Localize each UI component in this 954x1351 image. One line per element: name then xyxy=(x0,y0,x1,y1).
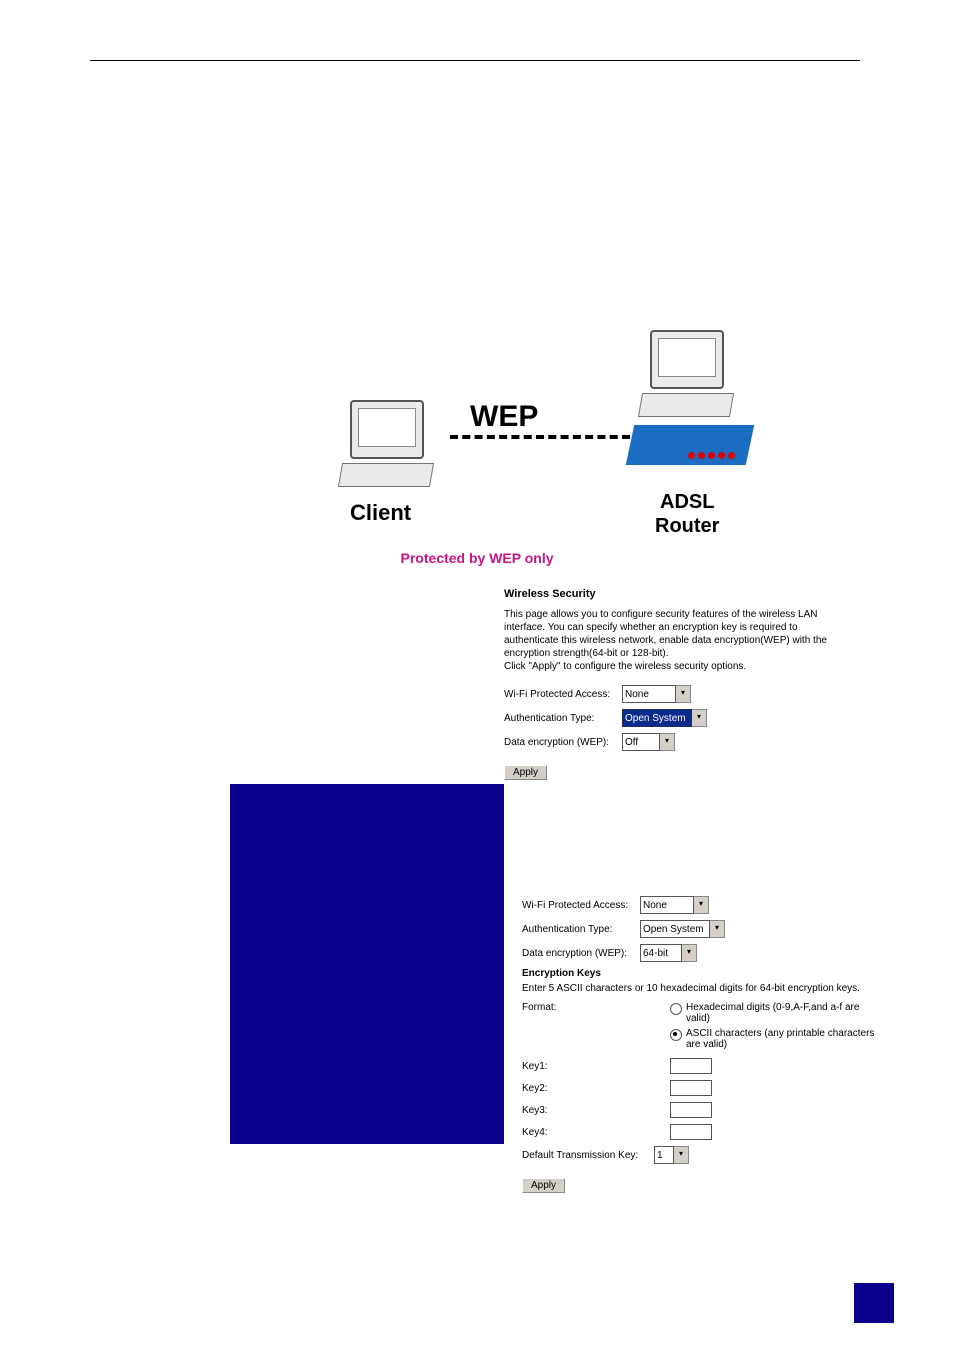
dropdown-arrow-icon[interactable]: ▾ xyxy=(692,709,707,727)
format-ascii-label: ASCII characters (any printable characte… xyxy=(686,1028,882,1050)
auth-label: Authentication Type: xyxy=(504,713,622,724)
key4-input[interactable] xyxy=(670,1124,712,1140)
encryption-keys-hint: Enter 5 ASCII characters or 10 hexadecim… xyxy=(522,983,882,994)
key2-row: Key2: xyxy=(522,1080,882,1096)
key1-row: Key1: xyxy=(522,1058,882,1074)
apply-button[interactable]: Apply xyxy=(504,765,547,780)
radio-icon[interactable] xyxy=(670,1029,682,1041)
wep-row-2: Data encryption (WEP): 64-bit▾ xyxy=(522,944,882,962)
wireless-security-panel-1: Wireless Security This page allows you t… xyxy=(504,588,850,780)
panel1-title: Wireless Security xyxy=(504,588,850,600)
auth-select[interactable]: Open System xyxy=(622,709,692,727)
wpa-row: Wi-Fi Protected Access: None▾ xyxy=(504,685,850,703)
router-label-line2: Router xyxy=(655,515,719,537)
auth-select-2[interactable]: Open System xyxy=(640,920,710,938)
wpa-select[interactable]: None xyxy=(622,685,676,703)
wpa-label: Wi-Fi Protected Access: xyxy=(504,689,622,700)
wep-label-2: Data encryption (WEP): xyxy=(522,948,640,959)
key3-label: Key3: xyxy=(522,1105,670,1116)
key1-label: Key1: xyxy=(522,1061,670,1072)
wep-select[interactable]: Off xyxy=(622,733,660,751)
auth-row: Authentication Type: Open System▾ xyxy=(504,709,850,727)
key1-input[interactable] xyxy=(670,1058,712,1074)
default-key-label: Default Transmission Key: xyxy=(522,1150,654,1161)
connection-line xyxy=(450,435,630,439)
encryption-keys-title: Encryption Keys xyxy=(522,968,882,979)
dropdown-arrow-icon[interactable]: ▾ xyxy=(674,1146,689,1164)
router-box-icon xyxy=(626,425,755,465)
blue-sidebar xyxy=(230,784,504,1144)
dropdown-arrow-icon[interactable]: ▾ xyxy=(676,685,691,703)
format-hex-label: Hexadecimal digits (0-9,A-F,and a-f are … xyxy=(686,1002,882,1024)
page-number-box xyxy=(854,1283,894,1323)
key2-input[interactable] xyxy=(670,1080,712,1096)
page: WEP Client ADSL Router Protected by WEP … xyxy=(0,0,954,1351)
default-key-row: Default Transmission Key: 1▾ xyxy=(522,1146,882,1164)
wep-label: WEP xyxy=(470,400,538,434)
dropdown-arrow-icon[interactable]: ▾ xyxy=(660,733,675,751)
wep-row: Data encryption (WEP): Off▾ xyxy=(504,733,850,751)
wpa-select-2[interactable]: None xyxy=(640,896,694,914)
key4-row: Key4: xyxy=(522,1124,882,1140)
key3-input[interactable] xyxy=(670,1102,712,1118)
wpa-label-2: Wi-Fi Protected Access: xyxy=(522,900,640,911)
wep-select-2[interactable]: 64-bit xyxy=(640,944,682,962)
client-computer-icon xyxy=(350,400,432,487)
dropdown-arrow-icon[interactable]: ▾ xyxy=(694,896,709,914)
auth-row-2: Authentication Type: Open System▾ xyxy=(522,920,882,938)
wireless-security-panel-2: Wi-Fi Protected Access: None▾ Authentica… xyxy=(522,896,882,1193)
apply-button-2[interactable]: Apply xyxy=(522,1178,565,1193)
diagram-caption: Protected by WEP only xyxy=(0,550,954,566)
router-computer-icon xyxy=(650,330,732,417)
wep-label: Data encryption (WEP): xyxy=(504,737,622,748)
default-key-select[interactable]: 1 xyxy=(654,1146,674,1164)
radio-icon[interactable] xyxy=(670,1003,682,1015)
wpa-row-2: Wi-Fi Protected Access: None▾ xyxy=(522,896,882,914)
router-label: ADSL Router xyxy=(655,490,719,538)
format-hex-option[interactable]: Hexadecimal digits (0-9,A-F,and a-f are … xyxy=(670,1002,882,1024)
dropdown-arrow-icon[interactable]: ▾ xyxy=(710,920,725,938)
key2-label: Key2: xyxy=(522,1083,670,1094)
auth-label-2: Authentication Type: xyxy=(522,924,640,935)
key4-label: Key4: xyxy=(522,1127,670,1138)
header-rule xyxy=(90,60,860,61)
panel1-description: This page allows you to configure securi… xyxy=(504,608,850,673)
client-label: Client xyxy=(350,500,411,526)
dropdown-arrow-icon[interactable]: ▾ xyxy=(682,944,697,962)
wep-diagram: WEP Client ADSL Router xyxy=(320,330,800,530)
key3-row: Key3: xyxy=(522,1102,882,1118)
format-ascii-option[interactable]: ASCII characters (any printable characte… xyxy=(670,1028,882,1050)
router-label-line1: ADSL xyxy=(660,491,714,513)
router-leds-icon xyxy=(688,452,735,459)
format-label: Format: xyxy=(522,1002,670,1054)
